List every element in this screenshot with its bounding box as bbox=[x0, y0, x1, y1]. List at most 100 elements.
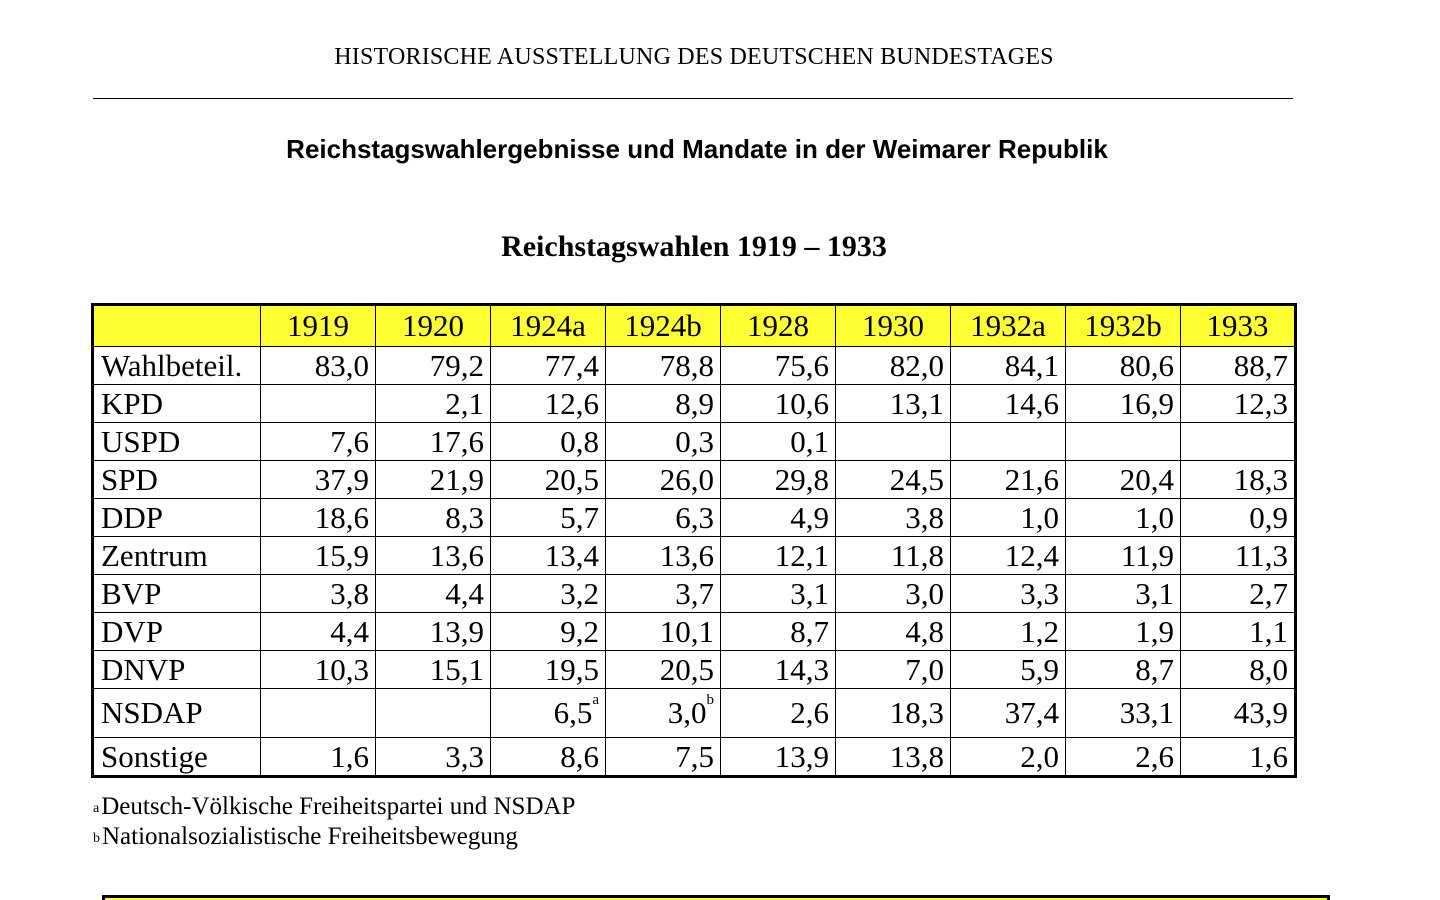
cell-value: 15,1 bbox=[429, 652, 484, 687]
cell-value: 8,6 bbox=[560, 739, 599, 774]
value-cell: 1,9 bbox=[1065, 612, 1181, 651]
value-cell: 11,8 bbox=[835, 536, 951, 575]
footnote-mark: a bbox=[93, 801, 100, 816]
value-cell: 6,5a bbox=[490, 688, 606, 738]
party-label: KPD bbox=[92, 384, 261, 423]
cell-value: 3,3 bbox=[445, 739, 484, 774]
party-label: DVP bbox=[92, 612, 261, 651]
footnote-text: Deutsch-Völkische Freiheitspartei und NS… bbox=[101, 793, 576, 820]
value-cell: 24,5 bbox=[835, 460, 951, 499]
column-header: 1932b bbox=[1065, 304, 1181, 347]
column-header: 1933 bbox=[1180, 304, 1296, 347]
party-label: NSDAP bbox=[92, 688, 261, 738]
value-cell: 3,0 bbox=[835, 574, 951, 613]
footnote-reference: b bbox=[706, 692, 715, 708]
cell-value: 4,4 bbox=[445, 576, 484, 611]
cell-value: 20,5 bbox=[544, 462, 599, 497]
value-cell: 79,2 bbox=[375, 346, 491, 385]
footnote-text: Nationalsozialistische Freiheitsbewegung bbox=[102, 823, 518, 850]
value-cell: 11,3 bbox=[1180, 536, 1296, 575]
value-cell: 37,4 bbox=[950, 688, 1066, 738]
cell-value: 2,6 bbox=[790, 695, 829, 730]
cell-value: 13,6 bbox=[659, 538, 714, 573]
cell-value: 83,0 bbox=[314, 348, 369, 383]
value-cell: 3,8 bbox=[260, 574, 376, 613]
value-cell: 2,1 bbox=[375, 384, 491, 423]
party-label: Sonstige bbox=[92, 737, 261, 777]
header-corner-cell bbox=[92, 304, 261, 347]
cell-value: 2,6 bbox=[1135, 739, 1174, 774]
value-cell: 88,7 bbox=[1180, 346, 1296, 385]
cell-value: 79,2 bbox=[429, 348, 484, 383]
value-cell: 80,6 bbox=[1065, 346, 1181, 385]
value-cell: 2,0 bbox=[950, 737, 1066, 777]
value-cell: 1,6 bbox=[260, 737, 376, 777]
cell-value: 26,0 bbox=[659, 462, 714, 497]
value-cell: 4,8 bbox=[835, 612, 951, 651]
cell-value: 0,3 bbox=[675, 424, 714, 459]
cell-value: 43,9 bbox=[1233, 695, 1288, 730]
cell-value: 12,4 bbox=[1004, 538, 1059, 573]
footnote: bNationalsozialistische Freiheitsbewegun… bbox=[93, 822, 575, 852]
cell-value: 3,0 bbox=[667, 695, 707, 730]
value-cell: 3,0b bbox=[605, 688, 721, 738]
value-cell: 1,0 bbox=[950, 498, 1066, 537]
value-cell: 10,6 bbox=[720, 384, 836, 423]
cell-value: 3,8 bbox=[905, 500, 944, 535]
cell-value: 10,1 bbox=[659, 614, 714, 649]
cell-value: 6,3 bbox=[675, 500, 714, 535]
column-header: 1924b bbox=[605, 304, 721, 347]
value-cell: 43,9 bbox=[1180, 688, 1296, 738]
value-cell: 78,8 bbox=[605, 346, 721, 385]
value-cell: 14,3 bbox=[720, 650, 836, 689]
value-cell: 12,1 bbox=[720, 536, 836, 575]
value-cell: 7,5 bbox=[605, 737, 721, 777]
cell-value: 37,9 bbox=[314, 462, 369, 497]
cell-value: 1,2 bbox=[1020, 614, 1059, 649]
cell-value: 11,8 bbox=[890, 538, 944, 573]
cell-value: 12,3 bbox=[1233, 386, 1288, 421]
value-cell: 7,6 bbox=[260, 422, 376, 461]
cell-value: 7,5 bbox=[675, 739, 714, 774]
cell-value: 11,9 bbox=[1120, 538, 1174, 573]
cell-value: 84,1 bbox=[1004, 348, 1059, 383]
value-cell: 13,4 bbox=[490, 536, 606, 575]
cell-value: 0,9 bbox=[1249, 500, 1288, 535]
cell-value: 82,0 bbox=[889, 348, 944, 383]
value-cell: 2,7 bbox=[1180, 574, 1296, 613]
cell-value: 18,3 bbox=[889, 695, 944, 730]
table-row: KPD 2,1 12,6 8,9 10,6 13,1 14,6 16,9 12,3 bbox=[92, 384, 1296, 423]
value-cell: 75,6 bbox=[720, 346, 836, 385]
value-cell bbox=[1180, 422, 1296, 461]
cell-value: 75,6 bbox=[774, 348, 829, 383]
column-header: 1920 bbox=[375, 304, 491, 347]
cell-value: 6,5 bbox=[553, 695, 593, 730]
cell-value: 5,7 bbox=[560, 500, 599, 535]
cell-value: 12,1 bbox=[774, 538, 829, 573]
cell-value: 13,9 bbox=[774, 739, 829, 774]
value-cell: 0,9 bbox=[1180, 498, 1296, 537]
cell-value: 33,1 bbox=[1119, 695, 1174, 730]
exhibition-header: HISTORISCHE AUSSTELLUNG DES DEUTSCHEN BU… bbox=[334, 44, 1054, 70]
value-cell: 13,1 bbox=[835, 384, 951, 423]
cell-value: 19,5 bbox=[544, 652, 599, 687]
cell-value: 4,9 bbox=[790, 500, 829, 535]
cell-value: 0,8 bbox=[560, 424, 599, 459]
table-row: NSDAP 6,5a 3,0b 2,6 18,3 37,4 33,1 43,9 bbox=[92, 688, 1296, 738]
cell-value: 9,2 bbox=[560, 614, 599, 649]
value-cell: 1,0 bbox=[1065, 498, 1181, 537]
value-cell: 13,6 bbox=[605, 536, 721, 575]
value-cell: 82,0 bbox=[835, 346, 951, 385]
cell-value: 21,6 bbox=[1004, 462, 1059, 497]
value-cell: 3,8 bbox=[835, 498, 951, 537]
cell-value: 7,6 bbox=[330, 424, 369, 459]
cell-value: 1,9 bbox=[1135, 614, 1174, 649]
value-cell: 6,3 bbox=[605, 498, 721, 537]
cell-value: 1,6 bbox=[330, 739, 369, 774]
election-results-table: 1919 1920 1924a 1924b 1928 1930 1932a 19… bbox=[91, 303, 1297, 778]
value-cell: 5,7 bbox=[490, 498, 606, 537]
value-cell: 16,9 bbox=[1065, 384, 1181, 423]
cell-value: 14,3 bbox=[774, 652, 829, 687]
value-cell: 0,3 bbox=[605, 422, 721, 461]
